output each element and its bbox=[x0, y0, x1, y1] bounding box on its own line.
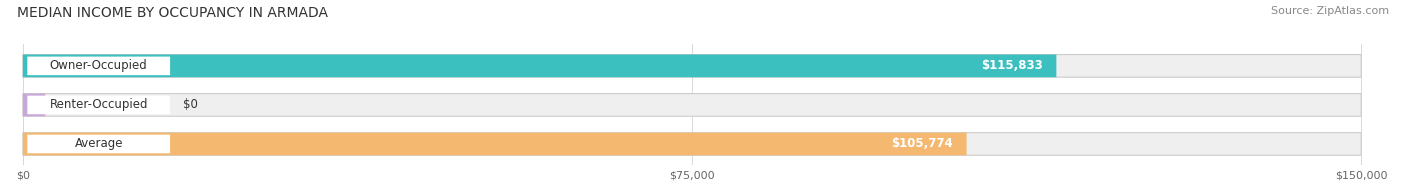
Text: MEDIAN INCOME BY OCCUPANCY IN ARMADA: MEDIAN INCOME BY OCCUPANCY IN ARMADA bbox=[17, 6, 328, 20]
FancyBboxPatch shape bbox=[27, 135, 170, 153]
FancyBboxPatch shape bbox=[27, 96, 170, 114]
FancyBboxPatch shape bbox=[22, 133, 1361, 155]
Text: Source: ZipAtlas.com: Source: ZipAtlas.com bbox=[1271, 6, 1389, 16]
FancyBboxPatch shape bbox=[27, 57, 170, 75]
Text: $105,774: $105,774 bbox=[891, 137, 953, 151]
Text: Renter-Occupied: Renter-Occupied bbox=[49, 98, 148, 111]
Text: Owner-Occupied: Owner-Occupied bbox=[49, 59, 148, 72]
FancyBboxPatch shape bbox=[22, 94, 45, 116]
FancyBboxPatch shape bbox=[22, 54, 1361, 77]
Text: $0: $0 bbox=[184, 98, 198, 111]
Text: $115,833: $115,833 bbox=[981, 59, 1043, 72]
FancyBboxPatch shape bbox=[22, 94, 1361, 116]
FancyBboxPatch shape bbox=[22, 133, 966, 155]
FancyBboxPatch shape bbox=[22, 54, 1056, 77]
Text: Average: Average bbox=[75, 137, 122, 151]
